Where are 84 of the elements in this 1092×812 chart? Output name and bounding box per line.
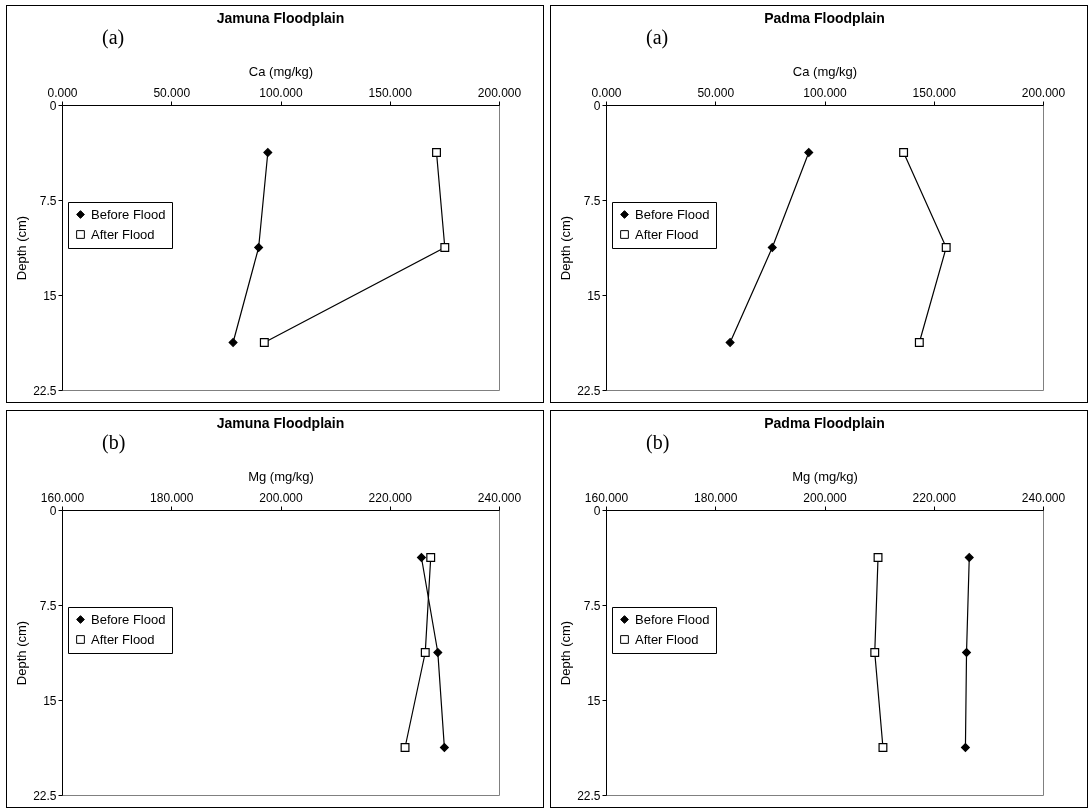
y-axis-title: Depth (cm) [14, 620, 30, 686]
text: (a) [102, 26, 125, 49]
point [416, 553, 426, 562]
y-axis-title: Depth (cm) [558, 215, 574, 281]
y-tick-label: 7.5 [583, 193, 601, 208]
point [914, 338, 924, 347]
chart-title: Jamuna Floodplain [216, 415, 345, 431]
point [725, 338, 735, 347]
x-tick-label: 200.000 [259, 490, 304, 505]
y-tick-label: 7.5 [39, 598, 57, 613]
text: (b) [102, 431, 126, 454]
point [878, 743, 888, 752]
y-tick-label: 0 [49, 503, 57, 518]
x-tick-label: 50.000 [697, 85, 735, 100]
point [254, 243, 264, 252]
y-tick-label: 15 [43, 693, 57, 708]
x-tick-label: 240.000 [477, 490, 522, 505]
x-tick-label: 220.000 [912, 490, 957, 505]
y-tick-label: 22.5 [33, 788, 57, 803]
point [426, 553, 436, 562]
x-axis-title: Ca (mg/kg) [792, 63, 858, 79]
x-tick-label: 160.000 [40, 490, 85, 505]
x-tick-label: 150.000 [912, 85, 957, 100]
x-tick-label: 100.000 [803, 85, 848, 100]
y-tick-label: 7.5 [39, 193, 57, 208]
legend-label: Before Flood [635, 206, 710, 222]
point [873, 553, 883, 562]
point [804, 148, 814, 157]
legend-label: Before Flood [91, 611, 166, 627]
point [432, 148, 441, 157]
text: (a) [646, 26, 669, 49]
y-tick-label: 22.5 [33, 383, 57, 398]
x-axis-title: Mg (mg/kg) [792, 468, 858, 484]
point [960, 743, 970, 752]
x-tick-label: 0.000 [47, 85, 78, 100]
legend-label: Before Flood [635, 611, 710, 627]
chart-title: Padma Floodplain [764, 10, 885, 26]
point [964, 553, 974, 562]
x-tick-label: 180.000 [150, 490, 194, 505]
y-tick-label: 7.5 [583, 598, 601, 613]
point [899, 148, 909, 157]
legend-label: After Flood [91, 631, 155, 647]
x-tick-label: 160.000 [584, 490, 629, 505]
point [440, 243, 450, 252]
legend-label: After Flood [635, 631, 699, 647]
x-tick-label: 150.000 [368, 85, 413, 100]
x-tick-label: 180.000 [694, 490, 738, 505]
legend-label: After Flood [635, 226, 699, 242]
legend-label: Before Flood [91, 206, 166, 222]
y-tick-label: 15 [587, 288, 601, 303]
x-tick-label: 200.000 [1021, 85, 1066, 100]
x-tick-label: 220.000 [368, 490, 413, 505]
chart-title: Jamuna Floodplain [216, 10, 345, 26]
legend-label: After Flood [91, 226, 155, 242]
point [259, 338, 269, 347]
x-tick-label: 240.000 [1021, 490, 1066, 505]
point [400, 743, 410, 752]
y-tick-label: 22.5 [577, 383, 601, 398]
y-tick-label: 15 [43, 288, 57, 303]
point [263, 148, 273, 157]
x-tick-label: 0.000 [591, 85, 622, 100]
y-tick-label: 0 [593, 503, 601, 518]
point [767, 243, 777, 252]
y-axis-title: Depth (cm) [14, 215, 30, 281]
y-tick-label: 15 [587, 693, 601, 708]
chart-title: Padma Floodplain [764, 415, 885, 431]
x-tick-label: 200.000 [477, 85, 522, 100]
y-tick-label: 22.5 [577, 788, 601, 803]
y-tick-label: 0 [49, 98, 57, 113]
point [439, 743, 449, 752]
x-axis-title: Mg (mg/kg) [248, 468, 314, 484]
point [433, 648, 443, 657]
x-axis-title: Ca (mg/kg) [248, 63, 314, 79]
x-tick-label: 200.000 [803, 490, 848, 505]
point [228, 338, 238, 347]
y-tick-label: 0 [593, 98, 601, 113]
point [870, 648, 880, 657]
x-tick-label: 100.000 [259, 85, 304, 100]
y-axis-title: Depth (cm) [558, 620, 574, 686]
point [962, 648, 971, 657]
point [941, 243, 951, 252]
text: (b) [646, 431, 670, 454]
x-tick-label: 50.000 [153, 85, 191, 100]
point [420, 648, 430, 657]
